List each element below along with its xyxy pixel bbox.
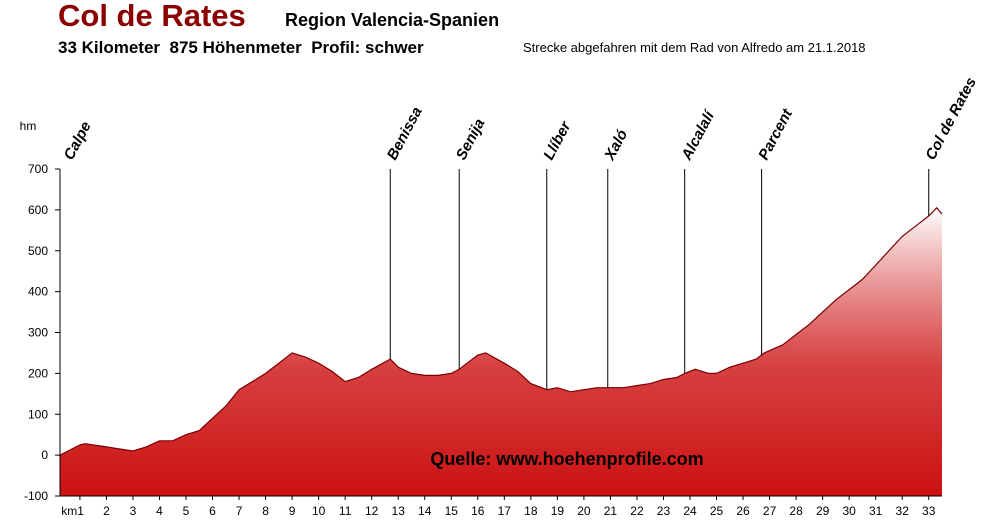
- y-tick-label: -100: [24, 489, 48, 503]
- subtitle: 33 Kilometer 875 Höhenmeter Profil: schw…: [58, 38, 424, 57]
- x-tick-label: 27: [763, 504, 777, 518]
- y-tick-label: 300: [28, 326, 48, 340]
- place-label: Calpe: [61, 119, 95, 163]
- x-tick-label: 24: [683, 504, 697, 518]
- x-tick-label: 2: [103, 504, 110, 518]
- x-tick-label: 15: [445, 504, 459, 518]
- x-tick-label: 31: [869, 504, 883, 518]
- y-tick-label: 700: [28, 162, 48, 176]
- x-tick-label: 21: [604, 504, 618, 518]
- y-tick-label: 500: [28, 244, 48, 258]
- x-tick-label: 30: [842, 504, 856, 518]
- y-tick-label: 200: [28, 366, 48, 380]
- place-label: Benissa: [384, 104, 426, 163]
- x-tick-label: 17: [498, 504, 512, 518]
- x-tick-label: 25: [710, 504, 724, 518]
- x-tick-label: 6: [209, 504, 216, 518]
- y-tick-label: 400: [28, 285, 48, 299]
- area: [60, 207, 942, 497]
- note: Strecke abgefahren mit dem Rad von Alfre…: [523, 40, 866, 55]
- x-tick-label: 19: [551, 504, 565, 518]
- region: Region Valencia-Spanien: [285, 10, 499, 30]
- y-axis-label: hm: [20, 119, 37, 133]
- y-tick-label: 600: [28, 203, 48, 217]
- profile-line: [59, 206, 943, 456]
- x-tick-label: 14: [418, 504, 432, 518]
- x-tick-label: km1: [61, 504, 84, 518]
- place-label: Senija: [453, 116, 489, 163]
- y-tick-label: 100: [28, 407, 48, 421]
- x-tick-label: 29: [816, 504, 830, 518]
- x-tick-label: 18: [524, 504, 538, 518]
- source: Quelle: www.hoehenprofile.com: [430, 449, 703, 469]
- x-tick-label: 13: [392, 504, 406, 518]
- x-tick-label: 11: [339, 504, 352, 518]
- x-tick-label: 10: [312, 504, 326, 518]
- x-tick-label: 9: [289, 504, 296, 518]
- x-tick-label: 22: [630, 504, 644, 518]
- y-tick-label: 0: [41, 448, 48, 462]
- x-tick-label: 12: [365, 504, 379, 518]
- x-tick-label: 20: [577, 504, 591, 518]
- x-tick-label: 3: [130, 504, 137, 518]
- x-tick-label: 26: [736, 504, 750, 518]
- place-label: Xaló: [601, 127, 631, 164]
- place-label: Col de Rates: [922, 75, 980, 163]
- x-tick-label: 32: [896, 504, 910, 518]
- x-tick-label: 16: [471, 504, 485, 518]
- x-tick-label: 7: [236, 504, 243, 518]
- place-label: Parcent: [755, 105, 796, 162]
- place-label: Llíber: [540, 118, 575, 163]
- x-tick-label: 5: [183, 504, 190, 518]
- x-tick-label: 4: [156, 504, 163, 518]
- x-tick-label: 23: [657, 504, 671, 518]
- place-label: Alcalalí: [678, 107, 719, 164]
- chart-title: Col de Rates: [58, 0, 246, 33]
- x-tick-label: 8: [262, 504, 269, 518]
- x-tick-label: 28: [789, 504, 803, 518]
- x-tick-label: 33: [922, 504, 936, 518]
